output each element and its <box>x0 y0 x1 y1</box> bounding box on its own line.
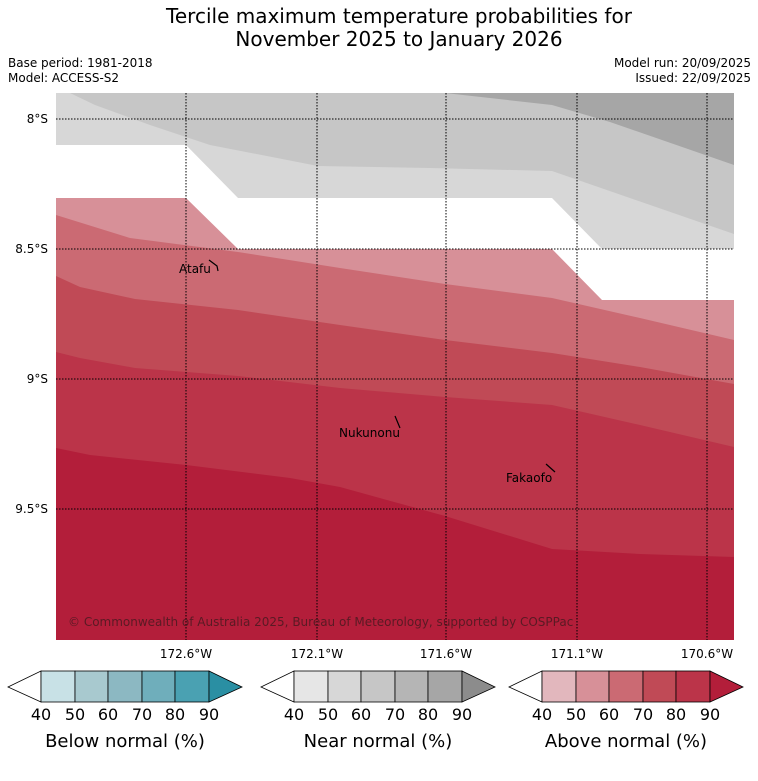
colorbar-above-low-extension <box>508 670 543 703</box>
place-fakaofo: Fakaofo <box>506 463 556 485</box>
title-line-2: November 2025 to January 2026 <box>235 27 563 51</box>
model-run: Model run: 20/09/2025 <box>613 56 751 70</box>
title-line-1: Tercile maximum temperature probabilitie… <box>166 4 632 28</box>
place-label: Nukunonu <box>339 426 400 440</box>
colorbar-below-low-extension <box>7 670 42 703</box>
lat-label: 8°S <box>27 112 48 126</box>
colorbar-near-segments <box>293 670 463 703</box>
above-normal-regions <box>56 198 734 640</box>
issued-date: Issued: 22/09/2025 <box>635 71 751 85</box>
colorbar-near-segment-4 <box>394 670 429 703</box>
colorbar-above-high-extension <box>709 670 744 703</box>
colorbar-near-segment-1 <box>293 670 329 703</box>
lat-label: 9°S <box>27 372 48 386</box>
lat-label: 8.5°S <box>15 242 48 256</box>
above-normal-90-plus-band <box>56 448 734 640</box>
place-label: Fakaofo <box>506 471 552 485</box>
map-title: Tercile maximum temperature probabilitie… <box>0 5 758 51</box>
colorbar-tick: 80 <box>418 705 438 724</box>
place-label: Atafu <box>179 262 211 276</box>
colorbar-tick: 50 <box>566 705 586 724</box>
colorbar-below-normal: 40 50 60 70 80 90 Below normal (%) <box>7 670 243 752</box>
colorbar-tick: 70 <box>132 705 152 724</box>
colorbar-above-segment-2 <box>575 670 610 703</box>
colorbar-above-segment-5 <box>675 670 711 703</box>
place-nukunonu: Nukunonu <box>339 415 401 440</box>
colorbar-title: Above normal (%) <box>545 731 707 752</box>
colorbar-tick: 50 <box>318 705 338 724</box>
colorbar-tick: 90 <box>700 705 720 724</box>
colorbar-near-segment-5 <box>427 670 463 703</box>
near-normal-50-60-band <box>56 93 734 234</box>
colorbar-tick: 60 <box>599 705 619 724</box>
colorbar-below-segment-5 <box>174 670 210 703</box>
near-normal-regions <box>56 93 734 249</box>
colorbar-tick: 90 <box>452 705 472 724</box>
metadata-left: Base period: 1981-2018 Model: ACCESS-S2 <box>8 56 153 86</box>
colorbar-below-segment-4 <box>141 670 176 703</box>
colorbar-tick: 80 <box>666 705 686 724</box>
atoll-outline <box>208 259 219 272</box>
lon-tick-labels: 172.6°W 172.1°W 171.6°W 171.1°W 170.6°W <box>160 647 733 661</box>
colorbar-near-normal: 40 50 60 70 80 90 Near normal (%) <box>260 670 496 752</box>
colorbar-tick: 60 <box>98 705 118 724</box>
model-name: Model: ACCESS-S2 <box>8 71 120 85</box>
colorbar-tick: 90 <box>199 705 219 724</box>
colorbar-below-high-extension <box>208 670 243 703</box>
base-period: Base period: 1981-2018 <box>8 56 153 70</box>
colorbar-title: Near normal (%) <box>304 731 453 752</box>
copyright-notice: © Commonwealth of Australia 2025, Bureau… <box>68 615 573 629</box>
atoll-outline <box>394 415 401 429</box>
graticule <box>56 93 734 640</box>
colorbar-above-segments <box>541 670 711 703</box>
lon-label: 172.1°W <box>291 647 343 661</box>
colorbar-below-segment-3 <box>107 670 143 703</box>
colorbar-near-low-extension <box>260 670 295 703</box>
colorbar-above-segment-1 <box>541 670 577 703</box>
colorbar-title: Below normal (%) <box>45 731 205 752</box>
colorbar-above-segment-3 <box>608 670 644 703</box>
lon-label: 170.6°W <box>681 647 733 661</box>
colorbar-tick: 70 <box>385 705 405 724</box>
colorbar-below-segment-2 <box>74 670 109 703</box>
lon-label: 171.1°W <box>551 647 603 661</box>
lon-label: 172.6°W <box>160 647 212 661</box>
atoll-outline <box>545 463 556 473</box>
lat-tick-labels: 8°S 8.5°S 9°S 9.5°S <box>15 112 48 516</box>
colorbar-tick: 40 <box>284 705 304 724</box>
metadata-right: Model run: 20/09/2025 Issued: 22/09/2025 <box>614 56 751 86</box>
colorbar-tick: 80 <box>165 705 185 724</box>
atolls: Atafu Nukunonu Fakaofo <box>179 259 556 485</box>
colorbar-tick: 40 <box>31 705 51 724</box>
colorbar-above-segment-4 <box>642 670 677 703</box>
colorbar-tick: 40 <box>532 705 552 724</box>
colorbar-tick: 70 <box>633 705 653 724</box>
colorbar-above-normal: 40 50 60 70 80 90 Above normal (%) <box>508 670 744 752</box>
place-atafu: Atafu <box>179 259 219 276</box>
colorbar-near-segment-3 <box>360 670 396 703</box>
colorbar-tick: 60 <box>351 705 371 724</box>
lon-label: 171.6°W <box>420 647 472 661</box>
lat-label: 9.5°S <box>15 502 48 516</box>
colorbar-near-segment-2 <box>327 670 362 703</box>
colorbar-near-high-extension <box>461 670 496 703</box>
colorbar-tick: 50 <box>65 705 85 724</box>
near-normal-70-plus-band <box>445 93 734 165</box>
colorbar-below-segments <box>40 670 210 703</box>
colorbar-below-segment-1 <box>40 670 76 703</box>
